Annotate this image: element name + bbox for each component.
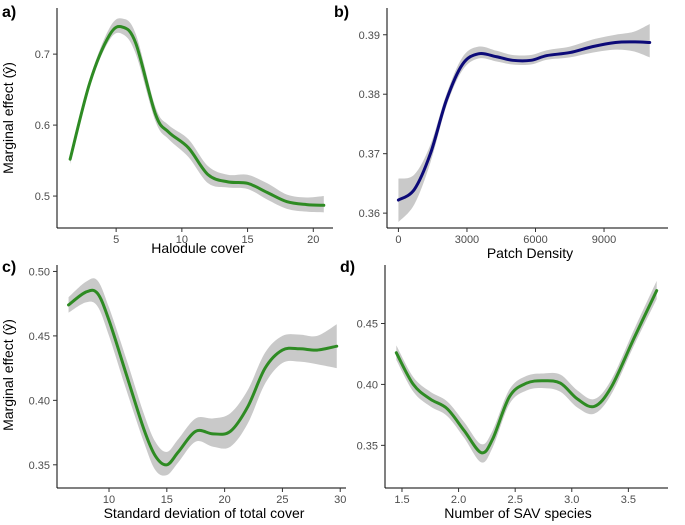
y-tick-label-a: 0.7 (35, 49, 50, 61)
confidence-band-b (398, 24, 650, 223)
y-tick-label-d: 0.45 (357, 318, 378, 330)
y-tick-label-b: 0.39 (359, 30, 380, 42)
confidence-band-c (68, 278, 337, 476)
panel-label-c: c) (2, 259, 16, 276)
x-tick-label-a: 20 (307, 234, 319, 246)
x-tick-label-d: 2.0 (451, 494, 466, 506)
x-tick-label-b: 0 (395, 234, 401, 246)
effect-line-a (68, 24, 326, 207)
x-axis-title-a: Halodule cover (151, 240, 245, 256)
x-tick-label-a: 10 (176, 234, 188, 246)
y-tick-label-c: 0.45 (29, 331, 50, 343)
y-tick-label-c: 0.40 (29, 395, 50, 407)
y-tick-label-c: 0.50 (29, 266, 50, 278)
effect-line-c (67, 288, 339, 467)
y-axis-title-a: Marginal effect (ŷ) (0, 62, 16, 174)
y-tick-label-d: 0.35 (357, 440, 378, 452)
y-tick-label-b: 0.37 (359, 149, 380, 161)
panel-c: c) Marginal effect (ŷ) Standard deviatio… (0, 259, 346, 521)
x-tick-label-c: 15 (161, 494, 173, 506)
y-axis-title-c: Marginal effect (ŷ) (0, 319, 16, 431)
x-tick-label-b: 3000 (455, 234, 479, 246)
panel-label-a: a) (2, 4, 16, 21)
y-tick-label-c: 0.35 (29, 460, 50, 472)
x-tick-label-d: 3.0 (564, 494, 579, 506)
effect-line-d (394, 289, 659, 455)
panel-a: a) Marginal effect (ŷ) Halodule cover 5 1… (0, 4, 333, 256)
x-axis-title-d: Number of SAV species (444, 505, 592, 521)
x-axis-title-b: Patch Density (487, 245, 573, 261)
x-tick-label-c: 25 (276, 494, 288, 506)
x-tick-label-b: 9000 (592, 234, 616, 246)
x-tick-label-b: 6000 (523, 234, 547, 246)
effect-line-b (396, 40, 652, 202)
y-tick-label-d: 0.40 (357, 379, 378, 391)
panel-label-d: d) (340, 259, 355, 276)
x-tick-label-d: 1.5 (394, 494, 409, 506)
y-tick-label-a: 0.5 (35, 191, 50, 203)
confidence-band-a (70, 18, 324, 213)
panel-d: d) Number of SAV species 1.5 2.0 2.5 3.0 3.5… (340, 259, 668, 521)
x-tick-label-d: 2.5 (508, 494, 523, 506)
y-tick-label-a: 0.6 (35, 120, 50, 132)
y-tick-label-b: 0.38 (359, 89, 380, 101)
x-tick-label-a: 5 (113, 234, 119, 246)
panel-label-b: b) (334, 4, 349, 21)
x-axis-title-c: Standard deviation of total cover (104, 505, 305, 521)
y-tick-label-b: 0.36 (359, 208, 380, 220)
x-tick-label-d: 3.5 (621, 494, 636, 506)
x-tick-label-c: 20 (218, 494, 230, 506)
x-tick-label-c: 10 (103, 494, 115, 506)
x-tick-label-a: 15 (241, 234, 253, 246)
panel-b: b) Patch Density 0 3000 6000 9000 0.36 0.37 0.… (334, 4, 668, 261)
x-tick-label-c: 30 (334, 494, 346, 506)
